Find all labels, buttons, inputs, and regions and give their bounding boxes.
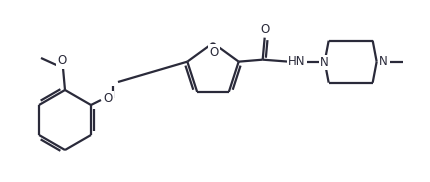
- Text: O: O: [259, 23, 269, 36]
- Text: HN: HN: [287, 55, 305, 68]
- Text: O: O: [209, 46, 218, 58]
- Text: O: O: [57, 54, 67, 68]
- Text: N: N: [319, 56, 328, 69]
- Text: N: N: [378, 55, 387, 68]
- Text: O: O: [103, 92, 112, 106]
